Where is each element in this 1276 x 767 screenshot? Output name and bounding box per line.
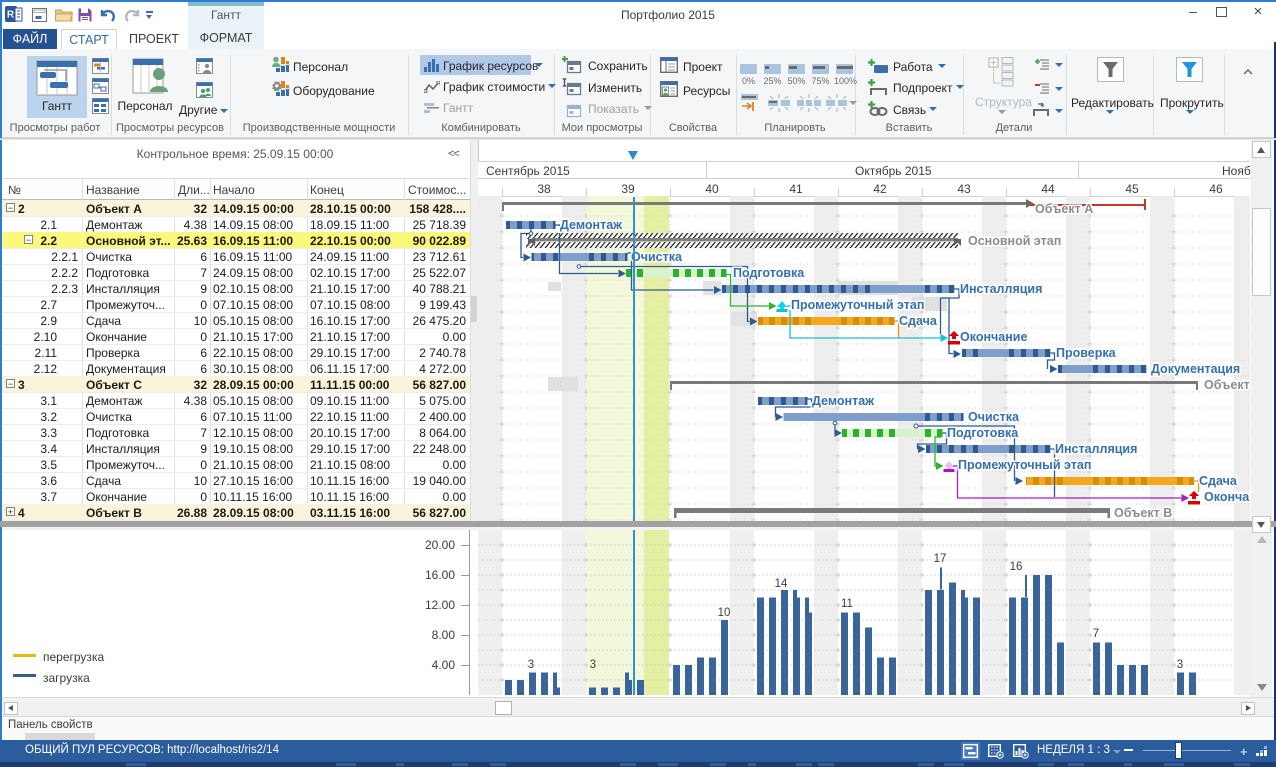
svg-text:Инсталляция: Инсталляция xyxy=(960,282,1042,296)
svg-text:Промежуточный этап: Промежуточный этап xyxy=(791,298,924,312)
svg-text:Инсталляция: Инсталляция xyxy=(1055,442,1137,456)
svg-text:11: 11 xyxy=(841,598,853,610)
svg-text:Окончание: Окончание xyxy=(960,330,1027,344)
svg-text:Документация: Документация xyxy=(1151,362,1240,376)
svg-text:Промежуточный этап: Промежуточный этап xyxy=(958,458,1091,472)
svg-text:3: 3 xyxy=(528,659,534,671)
svg-text:14: 14 xyxy=(775,578,788,590)
svg-text:3: 3 xyxy=(1177,659,1183,671)
svg-text:Демонтаж: Демонтаж xyxy=(560,218,622,232)
svg-text:Подготовка: Подготовка xyxy=(947,426,1019,440)
svg-text:Подготовка: Подготовка xyxy=(733,266,805,280)
svg-text:Сдача: Сдача xyxy=(899,314,938,328)
svg-text:Очистка: Очистка xyxy=(968,410,1020,424)
svg-text:3: 3 xyxy=(590,659,596,671)
svg-text:Сдача: Сдача xyxy=(1199,474,1238,488)
svg-text:Объект С: Объект С xyxy=(1204,378,1250,392)
svg-text:Демонтаж: Демонтаж xyxy=(812,394,874,408)
svg-text:17: 17 xyxy=(934,553,947,565)
svg-text:R: R xyxy=(7,10,15,21)
svg-text:16: 16 xyxy=(1010,561,1023,573)
svg-text:Очистка: Очистка xyxy=(631,250,683,264)
svg-text:Проверка: Проверка xyxy=(1056,346,1117,360)
svg-text:Основной этап: Основной этап xyxy=(968,234,1061,248)
svg-text:Объект А: Объект А xyxy=(1035,202,1093,216)
svg-text:Окончание: Окончание xyxy=(1204,490,1250,504)
svg-text:10: 10 xyxy=(718,607,731,619)
svg-text:7: 7 xyxy=(1093,628,1099,640)
svg-text:Объект В: Объект В xyxy=(1114,506,1172,520)
